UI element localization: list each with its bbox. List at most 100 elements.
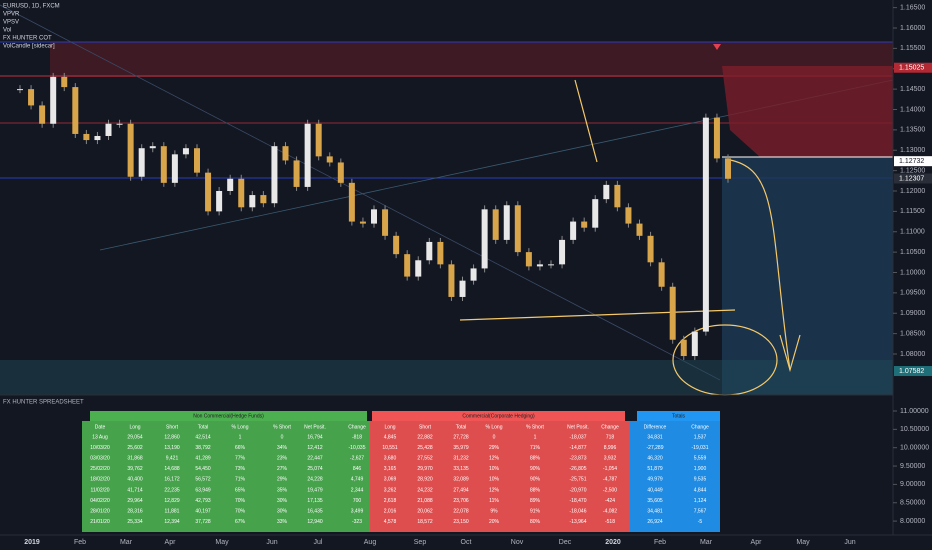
y-tick-label: 1.08500 <box>900 330 925 337</box>
candle <box>238 178 245 208</box>
candle <box>72 87 79 134</box>
column-header: Short <box>419 424 432 430</box>
cell: 23% <box>277 456 288 462</box>
candle <box>625 207 632 224</box>
cell: 9% <box>490 509 498 515</box>
time-label: Sep <box>414 539 427 546</box>
candle <box>271 146 278 204</box>
cell: -2,627 <box>350 456 364 462</box>
time-label: Feb <box>74 539 86 546</box>
cell: 13 Aug <box>92 434 108 440</box>
cell: 16,435 <box>307 509 323 515</box>
candle <box>194 148 200 173</box>
cell: -19,031 <box>692 445 709 451</box>
cell: 10% <box>489 477 500 483</box>
cell: 54,450 <box>195 466 211 472</box>
y-tick-label: 1.12500 <box>900 167 925 174</box>
y-tick-label: 1.15500 <box>900 45 925 52</box>
cell: 4,845 <box>384 434 397 440</box>
cell: 63,949 <box>195 487 211 493</box>
cell: 35,605 <box>647 498 663 504</box>
cell: 21,088 <box>417 498 433 504</box>
candle <box>437 241 444 265</box>
cell: 16,794 <box>307 434 323 440</box>
candle <box>470 268 477 281</box>
candle <box>149 146 156 149</box>
cell: 71% <box>530 445 541 451</box>
cell: -518 <box>605 519 615 525</box>
time-label: May <box>215 539 229 546</box>
cell: 91% <box>530 509 541 515</box>
cell: 03/03/20 <box>90 456 110 462</box>
cell: 41,714 <box>127 487 143 493</box>
cell: 4,844 <box>694 487 707 493</box>
cell: 40,400 <box>127 477 143 483</box>
price-label: 1.07582 <box>899 368 924 375</box>
candle <box>171 154 178 183</box>
time-label: Apr <box>165 539 177 546</box>
cell: 38,792 <box>195 445 211 451</box>
candle <box>559 239 566 265</box>
cell: 3,932 <box>604 456 617 462</box>
cell: 34% <box>277 445 288 451</box>
cell: -25,751 <box>570 477 587 483</box>
cell: 51,879 <box>647 466 663 472</box>
y-tick-label: 8.00000 <box>900 518 925 525</box>
group-header: Totals <box>672 413 686 419</box>
cell: 39,762 <box>127 466 143 472</box>
candle <box>481 209 488 269</box>
arrow-icon <box>713 44 721 50</box>
column-header: Change <box>691 424 709 430</box>
candle <box>647 235 654 263</box>
cell: 42,514 <box>195 434 211 440</box>
time-label: Oct <box>461 539 472 546</box>
y-tick-label: 1.10500 <box>900 249 925 256</box>
cell: 12,940 <box>307 519 323 525</box>
cell: 35% <box>277 487 288 493</box>
cell: 19,479 <box>307 487 323 493</box>
cell: 3,069 <box>384 477 397 483</box>
cell: 80% <box>530 519 541 525</box>
time-label: 2019 <box>24 539 40 546</box>
indicator-label: FX HUNTER COT <box>3 36 52 42</box>
y-tick-label: 11.00000 <box>900 408 929 415</box>
cell: 25,428 <box>417 445 433 451</box>
group-header-bg <box>637 411 720 421</box>
candle <box>382 209 389 236</box>
cell: 29% <box>277 477 288 483</box>
cell: 1 <box>534 434 537 440</box>
y-tick-label: 1.14500 <box>900 86 925 93</box>
cell: 27,494 <box>453 487 469 493</box>
cell: 4,578 <box>384 519 397 525</box>
chart-decor <box>0 0 932 536</box>
cell: 49,979 <box>647 477 663 483</box>
cell: 17,135 <box>307 498 323 504</box>
column-header: Long <box>129 424 140 430</box>
cell: 88% <box>530 456 541 462</box>
candle <box>116 123 123 125</box>
candle <box>592 199 599 228</box>
y-tick-label: 1.13500 <box>900 127 925 134</box>
cell: 34,481 <box>647 509 663 515</box>
candle <box>138 148 145 177</box>
candle <box>282 146 289 161</box>
cell: 4,749 <box>351 477 364 483</box>
candle <box>28 89 35 106</box>
candle <box>503 205 510 240</box>
cell: 27,552 <box>417 456 433 462</box>
group-header-bg <box>90 411 367 421</box>
candle <box>249 195 256 208</box>
candle <box>536 264 543 267</box>
time-label: Mar <box>700 539 713 546</box>
candle <box>669 286 676 340</box>
cell: -18,046 <box>570 509 587 515</box>
candle <box>725 158 731 179</box>
candle <box>581 221 588 228</box>
time-label: Nov <box>511 539 524 546</box>
trend-line <box>0 4 721 381</box>
time-label: Apr <box>751 539 763 546</box>
group-header: Non Commercial(Hedge Funds) <box>193 413 264 419</box>
candle <box>459 280 466 297</box>
cell: 13,190 <box>164 445 180 451</box>
